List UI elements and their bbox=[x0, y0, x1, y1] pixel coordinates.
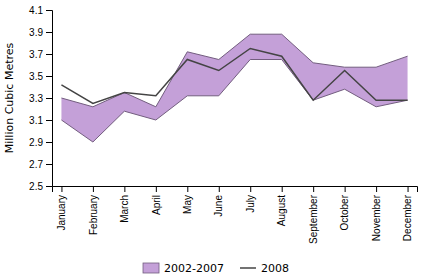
y-tick-label: 3.9 bbox=[29, 27, 43, 38]
x-tick-label: April bbox=[151, 195, 162, 215]
x-tick: May bbox=[182, 186, 193, 214]
y-tick: 2.9 bbox=[29, 137, 52, 148]
x-tick-mark bbox=[250, 186, 251, 192]
legend: 2002-2007 2008 bbox=[143, 262, 289, 275]
x-tick: June bbox=[213, 186, 224, 217]
y-tick-mark bbox=[46, 10, 52, 11]
x-tick: March bbox=[119, 186, 130, 223]
x-tick-mark bbox=[93, 186, 94, 192]
x-tick-label: January bbox=[56, 195, 67, 231]
y-tick: 3.5 bbox=[29, 71, 52, 82]
x-axis-line bbox=[53, 187, 418, 193]
x-tick-label: November bbox=[371, 194, 382, 241]
y-tick-mark bbox=[46, 76, 52, 77]
x-tick-label: May bbox=[182, 195, 193, 214]
x-tick-mark bbox=[376, 186, 377, 192]
y-tick-label: 2.7 bbox=[29, 159, 43, 170]
series-line bbox=[61, 49, 407, 104]
x-tick-mark bbox=[408, 186, 409, 192]
legend-label: 2008 bbox=[261, 262, 289, 275]
y-tick: 3.7 bbox=[29, 49, 52, 60]
x-tick-mark bbox=[313, 186, 314, 192]
legend-swatch bbox=[240, 267, 256, 269]
y-axis-line bbox=[46, 11, 53, 187]
y-axis-title: Million Cubic Metres bbox=[3, 42, 16, 153]
x-tick: July bbox=[245, 186, 256, 213]
y-tick: 3.9 bbox=[29, 27, 52, 38]
y-tick-label: 3.3 bbox=[29, 93, 43, 104]
y-tick: 3.3 bbox=[29, 93, 52, 104]
x-tick: November bbox=[371, 186, 382, 241]
x-tick-mark bbox=[124, 186, 125, 192]
y-tick-label: 2.5 bbox=[29, 181, 43, 192]
y-tick: 2.7 bbox=[29, 159, 52, 170]
x-tick: December bbox=[402, 186, 413, 241]
y-tick-label: 3.1 bbox=[29, 115, 43, 126]
y-tick-label: 4.1 bbox=[29, 5, 43, 16]
x-tick-mark bbox=[156, 186, 157, 192]
x-tick-mark bbox=[345, 186, 346, 192]
y-tick-label: 2.9 bbox=[29, 137, 43, 148]
x-tick-label: July bbox=[245, 195, 256, 213]
legend-swatch bbox=[143, 263, 159, 273]
x-tick: September bbox=[308, 186, 319, 244]
x-tick-label: September bbox=[308, 194, 319, 244]
legend-label: 2002-2007 bbox=[164, 262, 224, 275]
x-tick: August bbox=[276, 186, 287, 226]
x-tick: April bbox=[151, 186, 162, 215]
x-tick-mark bbox=[282, 186, 283, 192]
y-tick-label: 3.7 bbox=[29, 49, 43, 60]
y-tick-mark bbox=[46, 54, 52, 55]
y-tick-label: 3.5 bbox=[29, 71, 43, 82]
x-tick-mark bbox=[187, 186, 188, 192]
x-tick-label: December bbox=[402, 194, 413, 241]
y-tick-mark bbox=[46, 120, 52, 121]
y-tick-mark bbox=[46, 164, 52, 165]
legend-item: 2002-2007 bbox=[143, 262, 224, 275]
chart: 2.5 2.7 2.9 3.1 3.3 3.5 3.7 3.9 4.1 January Februa… bbox=[0, 0, 432, 278]
y-tick-mark bbox=[46, 98, 52, 99]
y-tick-mark bbox=[46, 142, 52, 143]
x-tick-mark bbox=[219, 186, 220, 192]
x-tick-label: February bbox=[88, 195, 99, 235]
y-axis: 2.5 2.7 2.9 3.1 3.3 3.5 3.7 3.9 4.1 bbox=[29, 5, 52, 192]
legend-item: 2008 bbox=[240, 262, 289, 275]
y-tick: 4.1 bbox=[29, 5, 52, 16]
band-lower-edge bbox=[61, 60, 407, 143]
x-tick: October bbox=[339, 186, 350, 231]
x-tick: January bbox=[56, 186, 67, 231]
x-tick-label: March bbox=[119, 195, 130, 223]
x-tick-label: June bbox=[213, 195, 224, 217]
x-tick-mark bbox=[61, 186, 62, 192]
x-tick: February bbox=[88, 186, 99, 235]
x-tick-label: August bbox=[276, 195, 287, 226]
y-tick-mark bbox=[46, 32, 52, 33]
x-axis: January February March April May June July Augu… bbox=[53, 186, 418, 244]
marks bbox=[61, 34, 407, 142]
y-tick: 2.5 bbox=[29, 181, 52, 192]
y-tick: 3.1 bbox=[29, 115, 52, 126]
band-area bbox=[61, 34, 407, 142]
plot: 2.5 2.7 2.9 3.1 3.3 3.5 3.7 3.9 4.1 January Februa… bbox=[29, 5, 417, 244]
y-tick-mark bbox=[46, 186, 52, 187]
x-tick-label: October bbox=[339, 194, 350, 230]
